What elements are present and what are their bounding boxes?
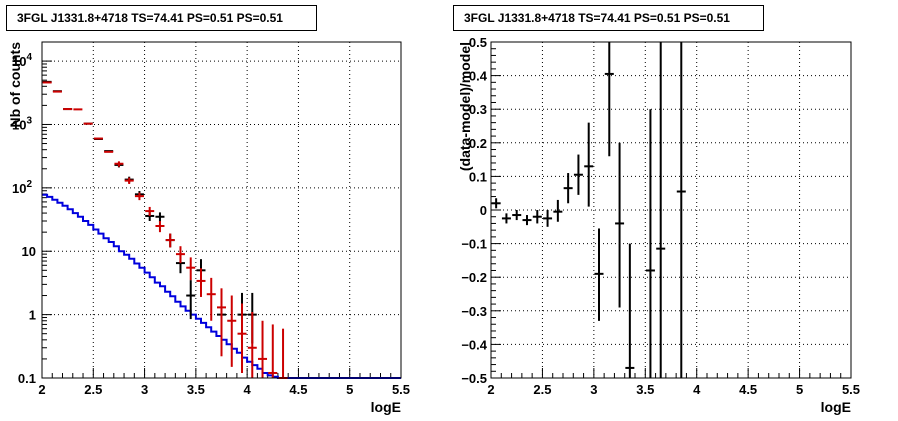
residuals-x-tick-label: 2.5 — [533, 382, 551, 397]
counts-plot-frame — [41, 41, 402, 379]
counts-y-tick-exponent: 3 — [26, 115, 32, 126]
residuals-y-tick-label: 0.4 — [469, 69, 488, 84]
counts-x-tick-label: 3 — [141, 382, 148, 397]
counts-y-tick-base: 10 — [12, 181, 26, 196]
counts-x-tick-label: 5 — [346, 382, 353, 397]
residuals-x-tick-label: 4 — [693, 382, 701, 397]
residuals-y-tick-label: 0.1 — [469, 169, 487, 184]
counts-y-tick-label: 10 — [22, 244, 36, 259]
residuals-x-tick-label: 2 — [487, 382, 494, 397]
residuals-x-tick-label: 5.5 — [842, 382, 860, 397]
counts-x-tick-label: 4.5 — [289, 382, 307, 397]
residuals-y-tick-label: 0 — [480, 203, 487, 218]
residuals-y-tick-label: −0.5 — [461, 371, 487, 386]
residuals-x-axis-title: logE — [821, 399, 851, 415]
counts-y-tick-label: 102 — [12, 179, 32, 196]
residuals-chart: 2 2.5 3 3.5 4 4.5 5 5.5 −0.5 −0.4 −0.3 −0.2 −0.1 0 0.1… — [457, 35, 860, 415]
residuals-y-tick-label: 0.2 — [469, 136, 487, 151]
counts-x-axis-title: logE — [371, 399, 401, 415]
residuals-x-tick-label: 4.5 — [739, 382, 757, 397]
counts-y-tick-base: 10 — [12, 117, 26, 132]
counts-x-tick-label: 2 — [38, 382, 45, 397]
residuals-y-tick-label: −0.2 — [461, 270, 487, 285]
counts-y-axis-title: Nb of counts — [7, 42, 23, 128]
residuals-y-tick-label: −0.4 — [461, 337, 487, 352]
counts-y-tick-label: 104 — [12, 52, 32, 69]
residuals-x-tick-label: 3.5 — [636, 382, 654, 397]
counts-y-tick-exponent: 4 — [26, 52, 32, 63]
counts-x-tick-label: 3.5 — [187, 382, 205, 397]
residuals-y-axis-title: (data-model)/model — [457, 42, 473, 171]
counts-y-tick-base: 10 — [12, 54, 26, 69]
counts-y-tick-label: 0.1 — [18, 371, 36, 386]
residuals-chart-title: 3FGL J1331.8+4718 TS=74.41 PS=0.51 PS=0.… — [453, 5, 764, 31]
counts-x-tick-label: 2.5 — [84, 382, 102, 397]
residuals-y-tick-label: 0.5 — [469, 35, 487, 50]
counts-y-tick-label: 103 — [12, 115, 32, 132]
residuals-x-tick-label: 5 — [796, 382, 803, 397]
residuals-y-tick-label: 0.3 — [469, 102, 487, 117]
counts-y-tick-exponent: 2 — [26, 179, 32, 190]
residuals-y-tick-label: −0.3 — [461, 304, 487, 319]
counts-chart-title: 3FGL J1331.8+4718 TS=74.41 PS=0.51 PS=0.… — [6, 5, 317, 31]
residuals-y-tick-label: −0.1 — [461, 237, 487, 252]
counts-x-tick-label: 5.5 — [392, 382, 410, 397]
model-component-step-line — [42, 193, 401, 379]
residuals-plot-frame — [490, 41, 852, 379]
counts-y-tick-label: 1 — [29, 308, 36, 323]
counts-x-tick-label: 4 — [244, 382, 252, 397]
residuals-x-tick-label: 3 — [590, 382, 597, 397]
